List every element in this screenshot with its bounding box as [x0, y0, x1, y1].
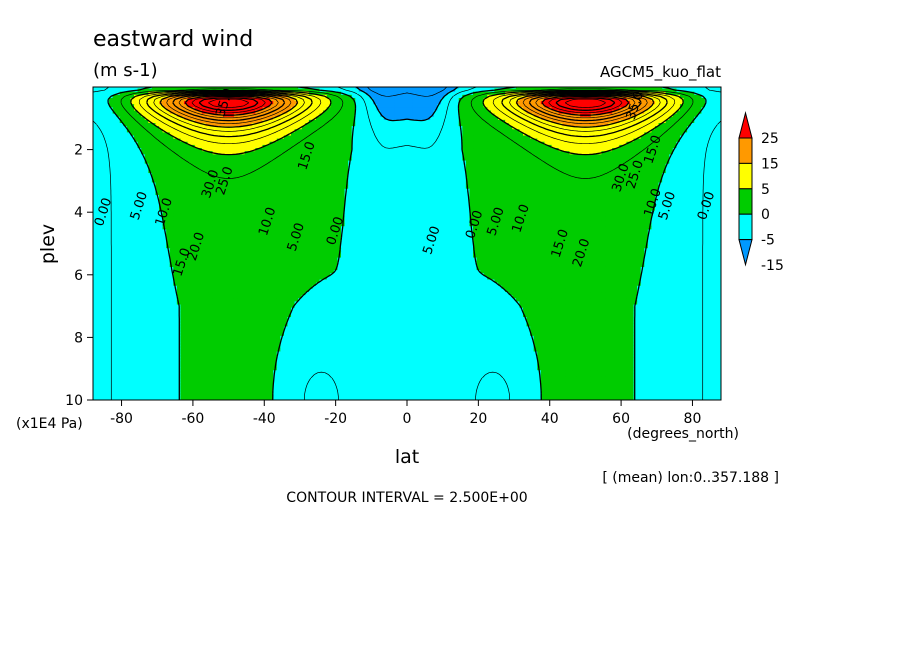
colorbar-arrow-bottom: [738, 239, 753, 267]
colorbar-label: -15: [761, 258, 784, 274]
x-tick-label: -60: [181, 411, 204, 427]
y-tick-label: 4: [74, 205, 83, 221]
contour-bands: [93, 87, 721, 400]
x-tick-label: 40: [541, 411, 559, 427]
colorbar-label: 5: [761, 182, 770, 198]
x-axis-units: (degrees_north): [627, 426, 739, 442]
x-tick-label: 80: [684, 411, 702, 427]
contour-line: [159, 92, 655, 128]
colorbar-segment: [738, 188, 753, 215]
plot-area: 35.030.025.015.010.0 5.00 0.000.00 5.00 10.0…: [93, 87, 721, 400]
colorbar-segment: [738, 162, 753, 190]
colorbar-label: 15: [761, 156, 779, 172]
contour-line: [93, 87, 721, 400]
mean-note: [ (mean) lon:0..357.188 ]: [602, 470, 779, 486]
x-tick-label: -40: [253, 411, 276, 427]
y-tick-label: 6: [74, 268, 83, 284]
x-tick-label: 60: [612, 411, 630, 427]
experiment-label: AGCM5_kuo_flat: [600, 63, 721, 82]
x-axis-label: lat: [395, 446, 419, 468]
contour-line: [130, 89, 684, 156]
x-tick-label: 0: [403, 411, 412, 427]
colorbar-segment: [738, 137, 753, 164]
colorbar: 25 15 5 0 -5 -15: [738, 111, 784, 274]
y-axis-units: (x1E4 Pa): [16, 416, 83, 432]
x-tick-label: -20: [324, 411, 347, 427]
y-tick-label: 10: [65, 393, 83, 409]
x-tick-label: 20: [469, 411, 487, 427]
contour-line: [166, 93, 648, 125]
contour-line: [191, 96, 623, 114]
contour-line: [153, 92, 661, 132]
colorbar-segment: [738, 213, 753, 241]
contour-line: [146, 91, 668, 138]
colorbar-label: 0: [761, 207, 770, 223]
colorbar-label: -5: [761, 233, 775, 249]
contour-line: [172, 93, 642, 122]
x-tick-label: -80: [110, 411, 133, 427]
contour-interval: CONTOUR INTERVAL = 2.500E+00: [286, 490, 527, 506]
contour-line: [178, 94, 636, 119]
contour-line: [208, 98, 606, 108]
chart-units: (m s-1): [93, 60, 158, 81]
y-tick-label: 2: [74, 143, 83, 159]
y-axis-label: plev: [37, 224, 59, 264]
contour-line: [198, 97, 616, 111]
contour-lines: [93, 87, 721, 400]
y-axis-ticks: 2 4 6 8 10: [65, 143, 93, 409]
x-axis-ticks: -80 -60 -40 -20 0 20 40 60 80: [110, 400, 701, 427]
contour-line: [184, 95, 630, 116]
contour-line: [120, 88, 694, 179]
y-tick-label: 8: [74, 330, 83, 346]
contour-line: [107, 87, 707, 400]
chart-title: eastward wind: [93, 27, 253, 52]
colorbar-label: 25: [761, 131, 779, 147]
colorbar-arrow-top: [738, 111, 753, 139]
